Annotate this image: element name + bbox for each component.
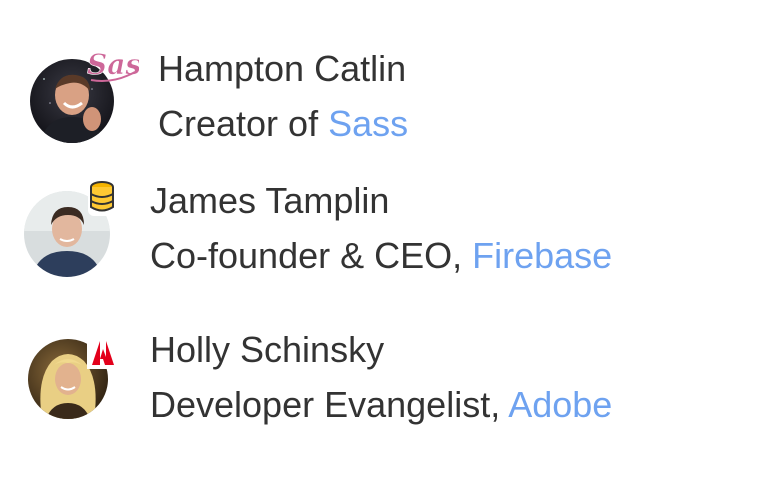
avatar [30, 59, 114, 143]
speaker-name: James Tamplin [150, 180, 390, 221]
firebase-database-icon [84, 178, 120, 218]
adobe-logo-icon [87, 337, 119, 369]
sass-logo-icon: Sass [83, 42, 139, 86]
role-text: Creator of [158, 103, 329, 144]
company-name: Firebase [472, 235, 613, 276]
company-name: Sass [328, 103, 409, 144]
company-name: Adobe [508, 384, 613, 425]
speaker-name: Hampton Catlin [158, 48, 407, 89]
speaker-name: Holly Schinsky [150, 329, 385, 370]
speaker-role: Co-founder & CEO, Firebase [150, 234, 612, 278]
speaker-role: Developer Evangelist, Adobe [150, 383, 612, 427]
person-photo-icon [30, 59, 114, 143]
role-text: Developer Evangelist, [150, 384, 509, 425]
svg-text:Sass: Sass [87, 48, 139, 81]
speaker-role: Creator of Sass [158, 102, 408, 146]
role-text: Co-founder & CEO, [150, 235, 473, 276]
